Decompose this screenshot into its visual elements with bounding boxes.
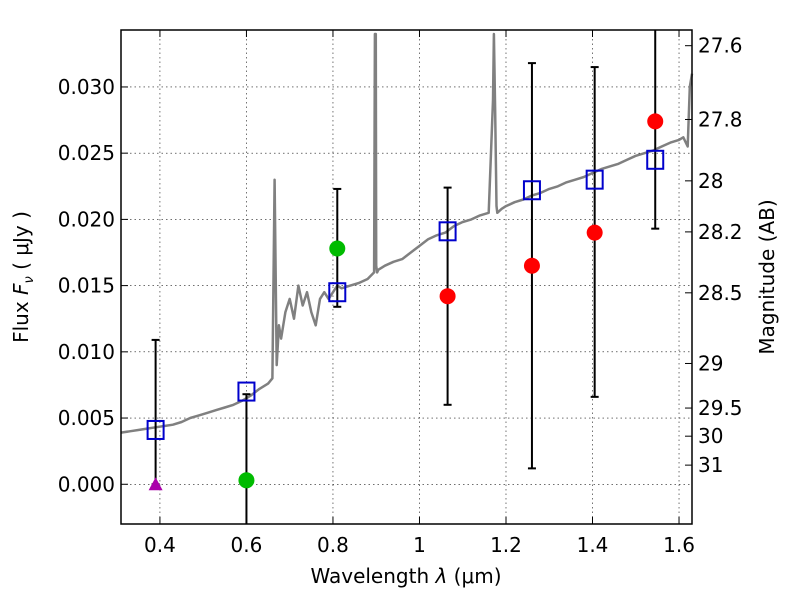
mag-tick-label: 28.2 [698,220,743,244]
y-tick-label: 0.010 [58,340,115,364]
x-tick-label: 0.4 [144,533,176,557]
observed-green-point [238,472,255,489]
errorbar-layer [151,30,660,524]
mag-tick-label: 29.5 [698,396,743,420]
model-photometry-square [646,149,665,170]
mag-tick-label: 27.6 [698,34,743,58]
plot-frame [120,29,693,525]
mag-tick-label: 29 [698,351,723,375]
x-tick-label: 0.8 [317,533,349,557]
x-tick-label: 1.2 [490,533,522,557]
x-tick-label: 1.6 [663,533,695,557]
spectrum-layer [120,32,694,434]
upper-limit-triangle [148,477,163,491]
model-photometry-square [237,381,256,402]
x-tick-label: 1.4 [577,533,609,557]
model-photometry-square [522,180,541,201]
x-axis-label: Wavelength λ (μm) [310,564,501,588]
mag-tick-label: 30 [698,424,723,448]
y-tick-label: 0.000 [58,472,115,496]
y-tick-label: 0.005 [58,406,115,430]
y-tick-label: 0.020 [58,207,115,231]
y-tick-label: 0.015 [58,274,115,298]
marker-layer [146,113,665,491]
model-photometry-square [438,221,457,242]
mag-tick-label: 28.5 [698,281,743,305]
model-photometry-square [585,169,604,190]
observed-red-point [523,257,540,274]
x-tick-label: 0.6 [231,533,263,557]
mag-tick-label: 28 [698,169,723,193]
y-tick-label: 0.025 [58,141,115,165]
spectrum-line [120,32,694,434]
y-axis-right-label: Magnitude (AB) [755,199,779,354]
mag-tick-label: 31 [698,453,723,477]
y-axis-label: Flux Fν ( μJy ) [9,211,37,343]
model-photometry-square [328,282,347,303]
x-tick-label: 1 [413,533,426,557]
observed-green-point [329,240,346,257]
mag-tick-label: 27.8 [698,107,743,131]
grid-layer [121,30,692,524]
tick-layer: 0.4 0.6 0.8 1 1.2 1.4 1.6 0.000 0.005 0.010 0.015 0… [58,30,743,557]
observed-red-point [647,113,664,130]
observed-red-point [586,224,603,241]
y-tick-label: 0.030 [58,75,115,99]
observed-red-point [439,288,456,305]
model-photometry-square [146,419,165,440]
